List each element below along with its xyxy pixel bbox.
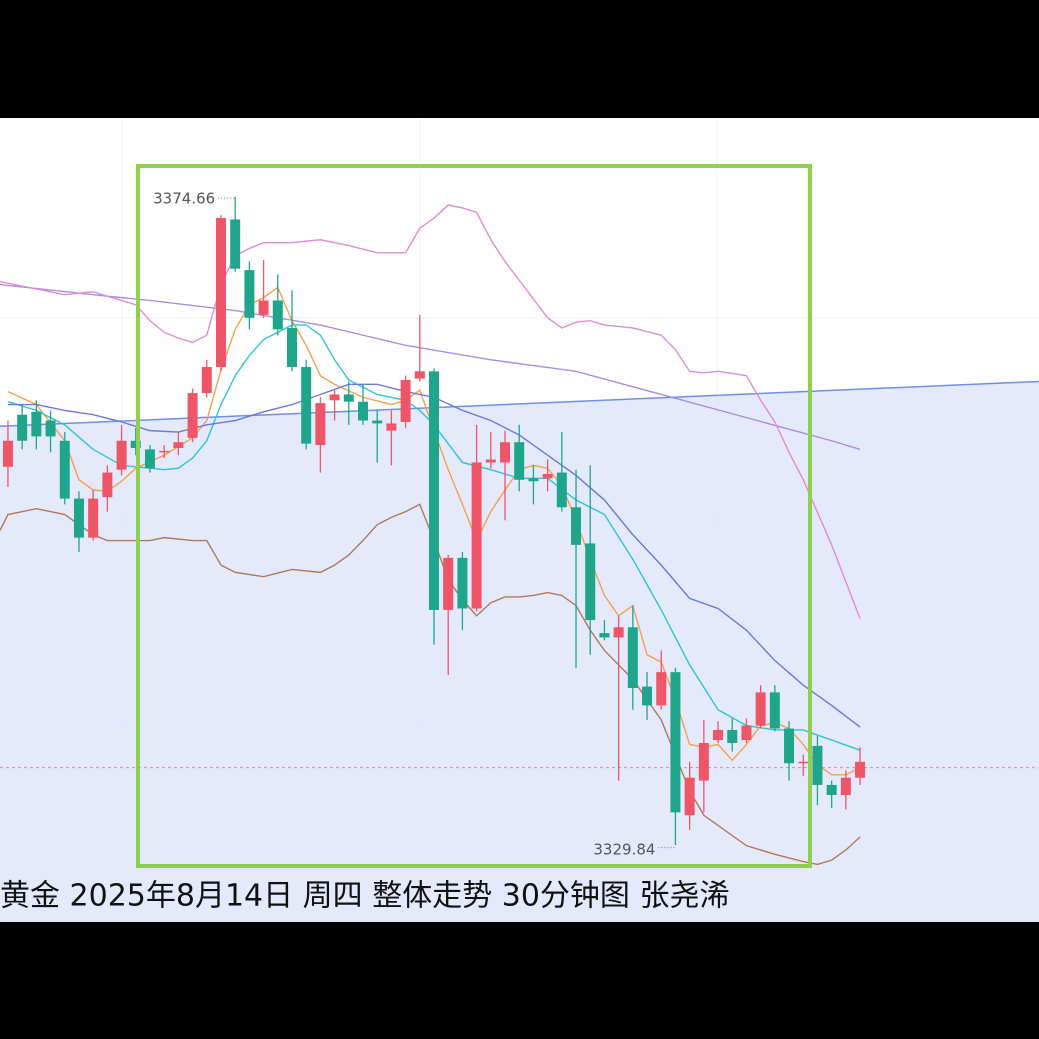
candle-body xyxy=(613,627,624,638)
extreme-label: 3374.66 xyxy=(153,189,215,207)
candle-body xyxy=(244,270,255,318)
candle-body xyxy=(656,672,667,706)
indicator-line xyxy=(7,324,861,751)
candle-body xyxy=(400,380,411,422)
candle-body xyxy=(88,498,99,538)
candle-body xyxy=(315,403,326,446)
candle-body xyxy=(826,784,837,796)
candle-body xyxy=(215,218,226,368)
candle-body xyxy=(542,474,553,479)
candle-body xyxy=(670,672,681,813)
extreme-label: 3329.84 xyxy=(593,841,655,859)
candle-body xyxy=(443,557,454,610)
candle-body xyxy=(258,300,269,315)
candle-body xyxy=(713,729,724,741)
candle-body xyxy=(855,761,866,778)
candle-body xyxy=(357,401,368,421)
candle-body xyxy=(684,777,695,816)
chart: 3374.66 3329.84 黄金 2025年8月14日 周四 整体走势 30分… xyxy=(0,118,1039,922)
candles-layer xyxy=(2,196,866,846)
candle-body xyxy=(414,371,425,379)
candle-body xyxy=(599,633,610,638)
candle-body xyxy=(500,442,511,463)
indicator-line xyxy=(0,283,861,451)
candle-body xyxy=(45,420,56,437)
trend-line xyxy=(0,380,1039,428)
candle-body xyxy=(471,462,482,609)
chart-frame: 3374.66 3329.84 黄金 2025年8月14日 周四 整体走势 30分… xyxy=(0,118,1039,922)
candle-body xyxy=(386,423,397,431)
candle-body xyxy=(798,761,809,764)
candle-body xyxy=(840,777,851,796)
candle-body xyxy=(784,728,795,764)
lines-layer xyxy=(0,204,861,866)
candle-body xyxy=(727,729,738,743)
candle-body xyxy=(159,450,170,453)
candle-body xyxy=(514,442,525,480)
chart-title: 黄金 2025年8月14日 周四 整体走势 30分钟图 张尧浠 xyxy=(0,879,729,914)
candle-body xyxy=(31,411,42,437)
area-layer xyxy=(0,380,1039,922)
candle-body xyxy=(741,725,752,741)
candle-body xyxy=(59,440,70,499)
candle-body xyxy=(130,440,141,448)
candle-body xyxy=(272,300,283,330)
candle-body xyxy=(116,440,127,470)
candle-body xyxy=(144,449,155,469)
indicator-line xyxy=(0,204,861,619)
highlight-box xyxy=(136,164,812,868)
candle-body xyxy=(187,393,198,438)
candle-body xyxy=(329,394,340,401)
candle-body xyxy=(556,472,567,508)
candle-body xyxy=(2,440,13,467)
candle-body xyxy=(627,627,638,689)
candle-body xyxy=(73,498,84,538)
candle-body xyxy=(769,692,780,729)
candle-body xyxy=(173,442,184,448)
candle-body xyxy=(457,557,468,609)
candle-body xyxy=(485,459,496,463)
candle-body xyxy=(642,686,653,706)
candle-body xyxy=(571,507,582,545)
candle-body xyxy=(102,472,113,498)
candle-body xyxy=(698,742,709,781)
trend-area xyxy=(0,381,1039,922)
candle-body xyxy=(301,367,312,444)
candle-body xyxy=(812,745,823,785)
candle-body xyxy=(755,692,766,726)
candle-body xyxy=(429,371,440,610)
candle-body xyxy=(585,543,596,621)
candle-body xyxy=(17,414,28,441)
candle-body xyxy=(286,327,297,368)
candle-body xyxy=(528,478,539,482)
candle-body xyxy=(230,219,241,269)
candle-body xyxy=(372,420,383,424)
candle-body xyxy=(343,394,354,402)
candle-body xyxy=(201,367,212,394)
labels-layer: 3374.66 3329.84 xyxy=(153,189,676,859)
